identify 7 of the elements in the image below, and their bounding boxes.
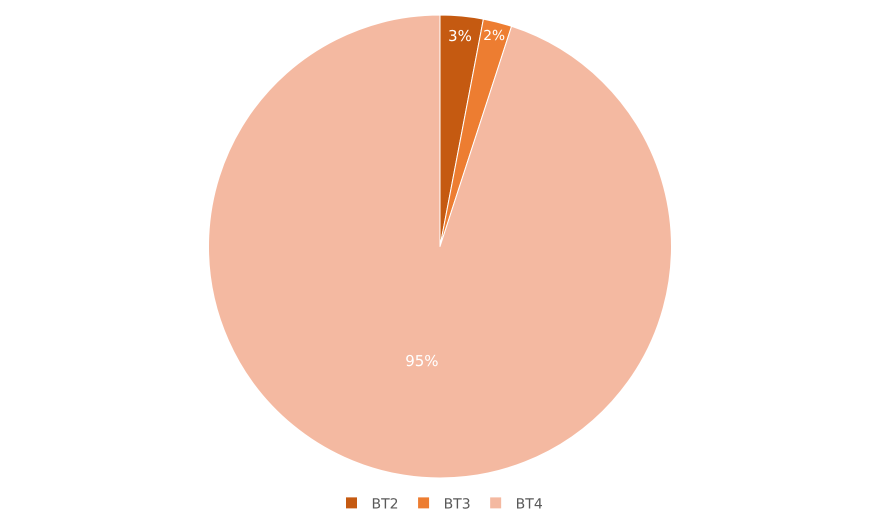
legend-label: BT2 — [372, 496, 399, 512]
legend-label: BT3 — [444, 496, 471, 512]
data-label: 95% — [405, 352, 439, 370]
data-label: 2% — [483, 28, 506, 44]
legend-label: BT4 — [516, 496, 543, 512]
pie-slice — [208, 14, 672, 478]
data-label: 3% — [448, 26, 472, 45]
